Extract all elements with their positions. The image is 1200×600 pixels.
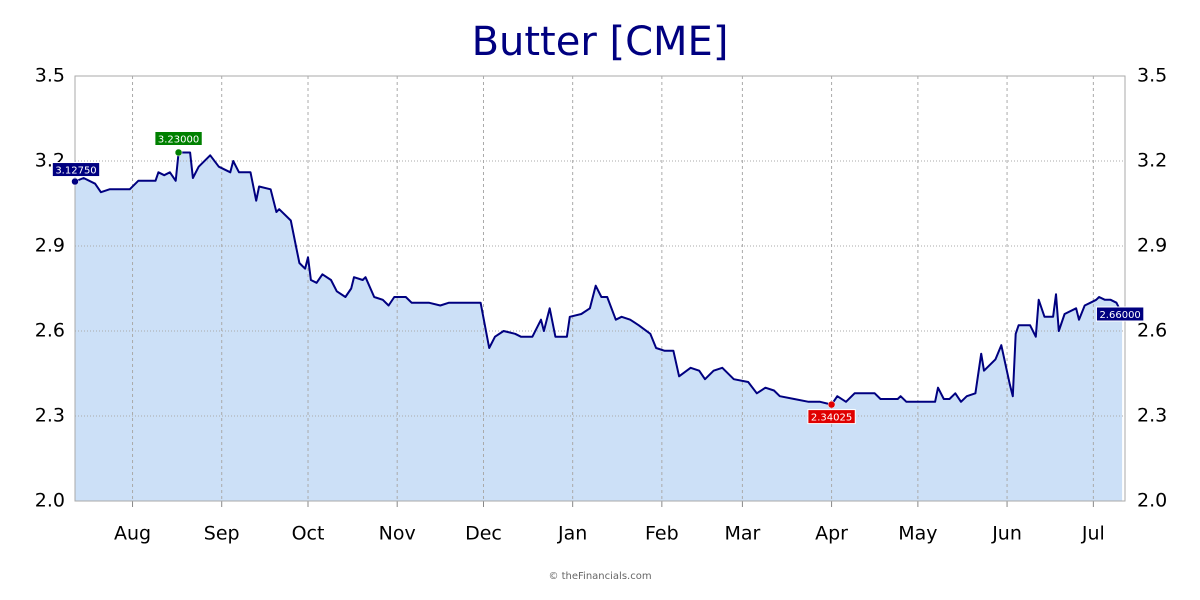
x-tick-label: Feb	[645, 523, 679, 545]
y-tick-label: 2.6	[35, 320, 65, 342]
x-tick-label: Jan	[557, 523, 587, 545]
marker-label-bg	[51, 162, 101, 178]
y-tick-label: 3.5	[35, 65, 65, 87]
y2-tick-label: 2.6	[1137, 320, 1167, 342]
marker-label: 2.66000	[1095, 306, 1145, 322]
chart-title: Butter [CME]	[472, 19, 729, 65]
marker-label-text: 3.12750	[55, 166, 96, 177]
marker-label-text: 2.66000	[1099, 310, 1140, 321]
x-tick-label: Nov	[379, 523, 416, 545]
x-tick-label: Jun	[991, 523, 1022, 545]
x-tick-label: Sep	[204, 523, 240, 545]
marker-dot	[71, 177, 79, 186]
y2-tick-label: 2.0	[1137, 490, 1167, 512]
source: © theFinancials.com	[548, 571, 651, 582]
marker-label: 2.34025	[807, 409, 856, 425]
marker-label: 3.12750	[51, 162, 101, 178]
area-fill	[75, 152, 1123, 501]
y2-tick-label: 2.9	[1137, 235, 1167, 257]
x-tick-label: Apr	[815, 523, 848, 545]
marker-dot	[174, 148, 183, 157]
x-tick-label: Oct	[292, 523, 325, 545]
marker-label-bg	[154, 131, 203, 146]
price-line	[74, 151, 1123, 406]
plot-frame	[74, 75, 1126, 502]
marker-label-text: 3.23000	[158, 135, 199, 146]
y-tick-label: 2.0	[35, 490, 65, 512]
marker-dot	[827, 400, 836, 409]
marker-label-text: 2.34025	[811, 413, 852, 424]
x-tick-label: Dec	[465, 523, 502, 545]
marker-label-bg	[807, 409, 856, 425]
x-tick-label: Jul	[1081, 523, 1105, 545]
x-tick-label: Mar	[724, 523, 760, 545]
y-tick-label: 2.3	[35, 405, 65, 427]
x-tick-label: May	[898, 523, 937, 545]
marker-label: 3.23000	[154, 131, 203, 146]
y2-tick-label: 2.3	[1137, 405, 1167, 427]
x-tick-label: Aug	[114, 523, 151, 545]
y2-tick-label: 3.5	[1137, 65, 1167, 87]
y2-tick-label: 3.2	[1137, 150, 1167, 172]
y-tick-label: 2.9	[35, 235, 65, 257]
marker-label-bg	[1095, 306, 1145, 322]
